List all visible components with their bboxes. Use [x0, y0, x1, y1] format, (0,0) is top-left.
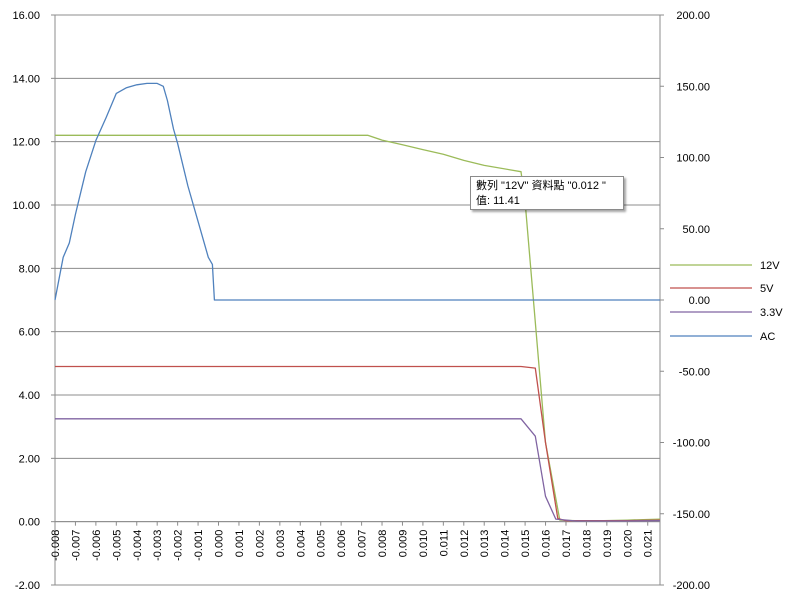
x-tick-label: -0.008 — [50, 530, 62, 561]
series-line-5v — [55, 365, 661, 522]
left-tick-label: 2.00 — [19, 453, 40, 465]
left-tick-label: 16.00 — [12, 10, 40, 22]
x-tick-label: 0.001 — [234, 530, 246, 558]
right-tick-label: -100.00 — [673, 438, 710, 450]
right-tick-label: 0.00 — [689, 295, 710, 307]
tooltip-line-2: 值: 11.41 — [476, 195, 520, 207]
x-tick-label: 0.002 — [254, 530, 266, 558]
legend-label: 3.3V — [760, 307, 783, 319]
right-tick-label: 200.00 — [676, 10, 710, 22]
legend-label: 5V — [760, 283, 774, 295]
right-tick-label: 150.00 — [676, 81, 710, 93]
x-tick-label: -0.005 — [111, 530, 123, 561]
x-tick-label: 0.000 — [214, 530, 226, 558]
right-tick-label: 50.00 — [682, 224, 710, 236]
x-tick-label: 0.010 — [418, 530, 430, 558]
x-tick-label: 0.015 — [520, 530, 532, 558]
x-tick-label: -0.007 — [70, 530, 82, 561]
x-tick-label: 0.006 — [336, 530, 348, 558]
series-line-3-3v — [55, 418, 661, 522]
x-tick-label: 0.017 — [561, 530, 573, 558]
right-tick-label: -150.00 — [673, 509, 710, 521]
x-tick-label: 0.012 — [459, 530, 471, 558]
left-tick-label: 10.00 — [12, 200, 40, 212]
x-tick-label: 0.018 — [581, 530, 593, 558]
x-tick-label: -0.002 — [173, 530, 185, 561]
x-tick-label: -0.001 — [193, 530, 205, 561]
legend: 12V 5V 3.3V AC — [670, 260, 783, 343]
left-tick-label: 0.00 — [19, 517, 40, 529]
left-tick-label: -2.00 — [15, 580, 40, 592]
x-tick-label: 0.008 — [377, 530, 389, 558]
left-tick-label: 4.00 — [19, 390, 40, 402]
x-tick-label: 0.007 — [357, 530, 369, 558]
x-axis-ticks: -0.008 -0.007 -0.006 -0.005 -0.004 -0.003 -0.0… — [50, 521, 655, 561]
left-tick-label: 6.00 — [19, 327, 40, 339]
x-tick-label: -0.003 — [152, 530, 164, 561]
legend-label: AC — [760, 331, 775, 343]
right-axis-ticks: 200.00 150.00 100.00 50.00 0.00 -50.00 -100.00… — [660, 10, 710, 592]
x-tick-label: 0.014 — [500, 530, 512, 558]
x-tick-label: 0.019 — [602, 530, 614, 558]
left-axis-ticks: 16.00 14.00 12.00 10.00 8.00 6.00 4.00 2.00 0.00… — [12, 10, 55, 592]
right-tick-label: -200.00 — [673, 580, 710, 592]
left-tick-label: 14.00 — [12, 73, 40, 85]
x-tick-label: 0.004 — [295, 530, 307, 558]
tooltip-line-1: 數列 "12V" 資料點 "0.012 " — [476, 180, 606, 192]
x-tick-label: 0.016 — [541, 530, 553, 558]
legend-label: 12V — [760, 260, 780, 272]
x-tick-label: -0.006 — [91, 530, 103, 561]
left-tick-label: 8.00 — [19, 263, 40, 275]
series-lines — [54, 82, 661, 522]
x-tick-label: 0.009 — [397, 530, 409, 558]
data-point-tooltip: 數列 "12V" 資料點 "0.012 " 值: 11.41 — [470, 176, 624, 210]
right-tick-label: -50.00 — [679, 366, 710, 378]
x-tick-label: 0.011 — [438, 530, 450, 557]
right-tick-label: 100.00 — [676, 153, 710, 165]
left-tick-label: 12.00 — [12, 137, 40, 149]
x-tick-label: 0.021 — [643, 530, 655, 558]
series-line-ac — [54, 82, 660, 301]
x-tick-label: 0.020 — [622, 530, 634, 558]
x-tick-label: -0.004 — [132, 530, 144, 561]
x-tick-label: 0.005 — [316, 530, 328, 558]
x-tick-label: 0.013 — [479, 530, 491, 558]
x-tick-label: 0.003 — [275, 530, 287, 558]
